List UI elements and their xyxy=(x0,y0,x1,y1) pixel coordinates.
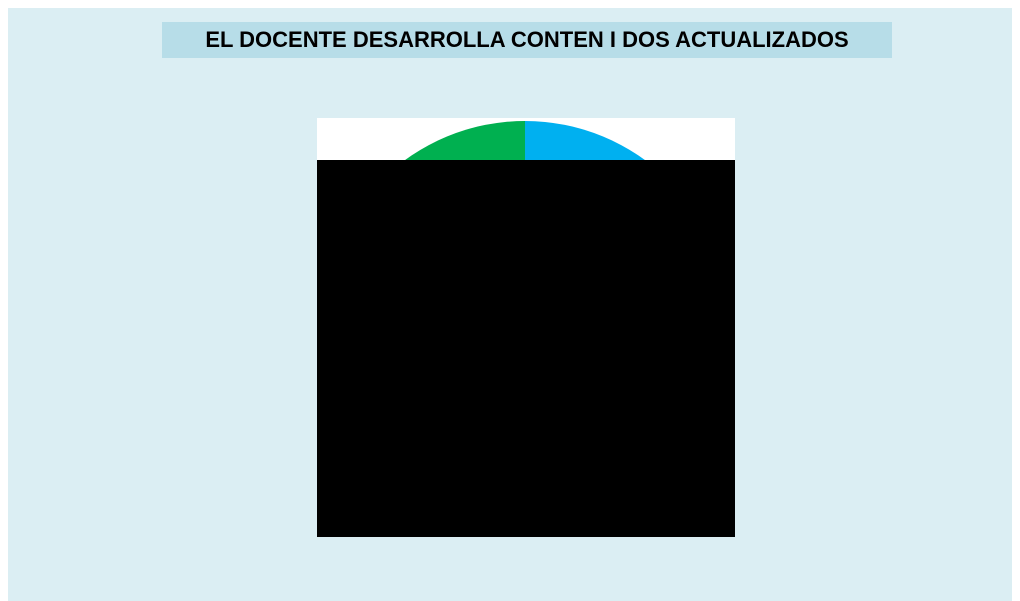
title-box xyxy=(162,22,892,58)
chart-title: EL DOCENTE DESARROLLA CONTEN I DOS ACTUA… xyxy=(205,27,848,52)
occluding-box xyxy=(317,160,735,537)
